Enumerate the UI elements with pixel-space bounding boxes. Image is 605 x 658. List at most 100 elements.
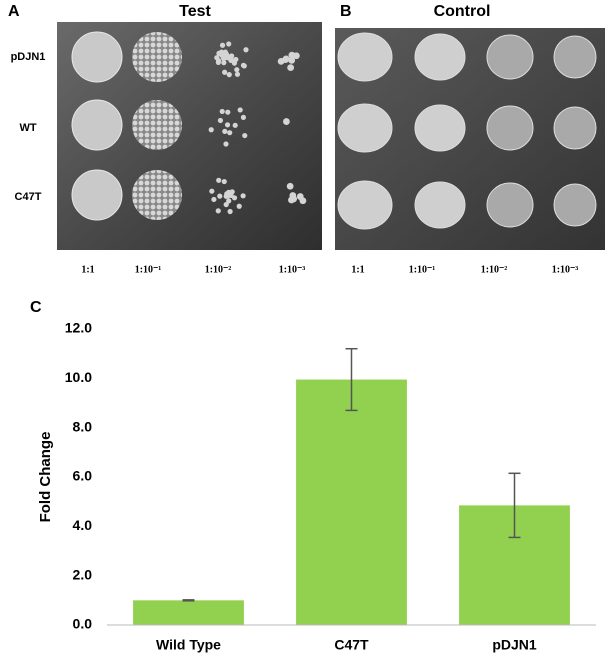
y-tick-label: 0.0 [73, 616, 93, 632]
y-tick-label: 2.0 [73, 566, 93, 582]
colony [240, 114, 247, 120]
colony [221, 60, 227, 66]
spot [414, 181, 466, 229]
colony [232, 122, 238, 128]
colony [225, 109, 231, 115]
spot [486, 34, 534, 80]
x-tick-label: pDJN1 [492, 637, 537, 653]
colony [288, 56, 296, 64]
colony [211, 196, 217, 203]
spot [553, 183, 597, 227]
colony [223, 193, 229, 199]
row-label: WT [19, 122, 36, 134]
colony [217, 193, 223, 199]
spot [132, 100, 182, 150]
colony [218, 49, 225, 55]
error-bar [345, 347, 358, 412]
x-tick-label: C47T [334, 637, 369, 653]
y-axis-label: Fold Change [37, 432, 54, 523]
colony [277, 58, 285, 65]
colony [286, 182, 294, 190]
colony [226, 198, 232, 204]
row-label: C47T [15, 191, 42, 203]
colony [282, 55, 290, 63]
y-tick-label: 12.0 [65, 320, 92, 336]
colony [208, 127, 214, 133]
colony [223, 201, 229, 208]
spot [132, 170, 182, 220]
colony [228, 57, 234, 63]
bar [133, 600, 244, 625]
colony [288, 51, 296, 59]
dilution-label: 1:10⁻³ [552, 264, 579, 275]
colony [223, 141, 229, 147]
x-tick-label: Wild Type [156, 637, 221, 653]
spot [553, 106, 597, 150]
spot [337, 32, 393, 82]
spot [486, 182, 534, 228]
colony [240, 193, 246, 199]
colony [231, 195, 238, 201]
dilution-label: 1:10⁻¹ [135, 264, 162, 275]
y-tick-label: 10.0 [65, 369, 92, 385]
y-tick-label: 6.0 [73, 468, 93, 484]
colony [296, 193, 304, 200]
spot [71, 31, 123, 83]
colony [233, 56, 239, 63]
colony [227, 130, 233, 136]
panel-letter: B [340, 3, 352, 20]
colony [229, 53, 235, 59]
colony [222, 69, 228, 75]
spot [132, 32, 182, 82]
dilution-label: 1:10⁻¹ [409, 264, 436, 275]
colony [227, 208, 233, 215]
panel-letter: C [30, 299, 42, 316]
colony [290, 195, 298, 203]
colony [242, 132, 248, 139]
dilution-label: 1:10⁻² [481, 264, 508, 275]
colony [222, 128, 228, 134]
colony [234, 67, 240, 73]
spot [414, 33, 466, 81]
colony [241, 63, 247, 69]
colony [221, 178, 227, 185]
colony [283, 118, 290, 125]
colony [243, 47, 249, 53]
panel-title: Test [179, 3, 211, 20]
spot [553, 35, 597, 79]
colony [216, 177, 222, 183]
colony [215, 59, 221, 65]
colony [209, 188, 215, 194]
spot [486, 105, 534, 151]
y-tick-label: 4.0 [73, 517, 93, 533]
colony [236, 203, 242, 209]
colony [224, 122, 231, 128]
spot [71, 169, 123, 221]
colony [234, 71, 241, 77]
spot [414, 104, 466, 152]
colony [217, 117, 224, 124]
colony [215, 208, 221, 214]
panel-letter: A [8, 3, 20, 20]
colony [287, 64, 295, 72]
error-bar [508, 472, 521, 539]
row-label: pDJN1 [11, 51, 46, 63]
dilution-label: 1:1 [351, 264, 364, 275]
colony [237, 107, 243, 113]
dilution-label: 1:1 [81, 264, 94, 275]
colony [219, 42, 226, 48]
colony [219, 108, 225, 115]
spot [337, 180, 393, 230]
dilution-label: 1:10⁻³ [279, 264, 306, 275]
error-bar [182, 599, 195, 602]
colony [222, 49, 228, 55]
y-tick-label: 8.0 [73, 418, 93, 434]
colony [226, 72, 232, 78]
panel-title: Control [434, 3, 491, 20]
bar [296, 379, 407, 625]
spot [71, 99, 123, 151]
dilution-label: 1:10⁻² [205, 264, 232, 275]
colony [223, 54, 229, 61]
colony [226, 41, 232, 47]
